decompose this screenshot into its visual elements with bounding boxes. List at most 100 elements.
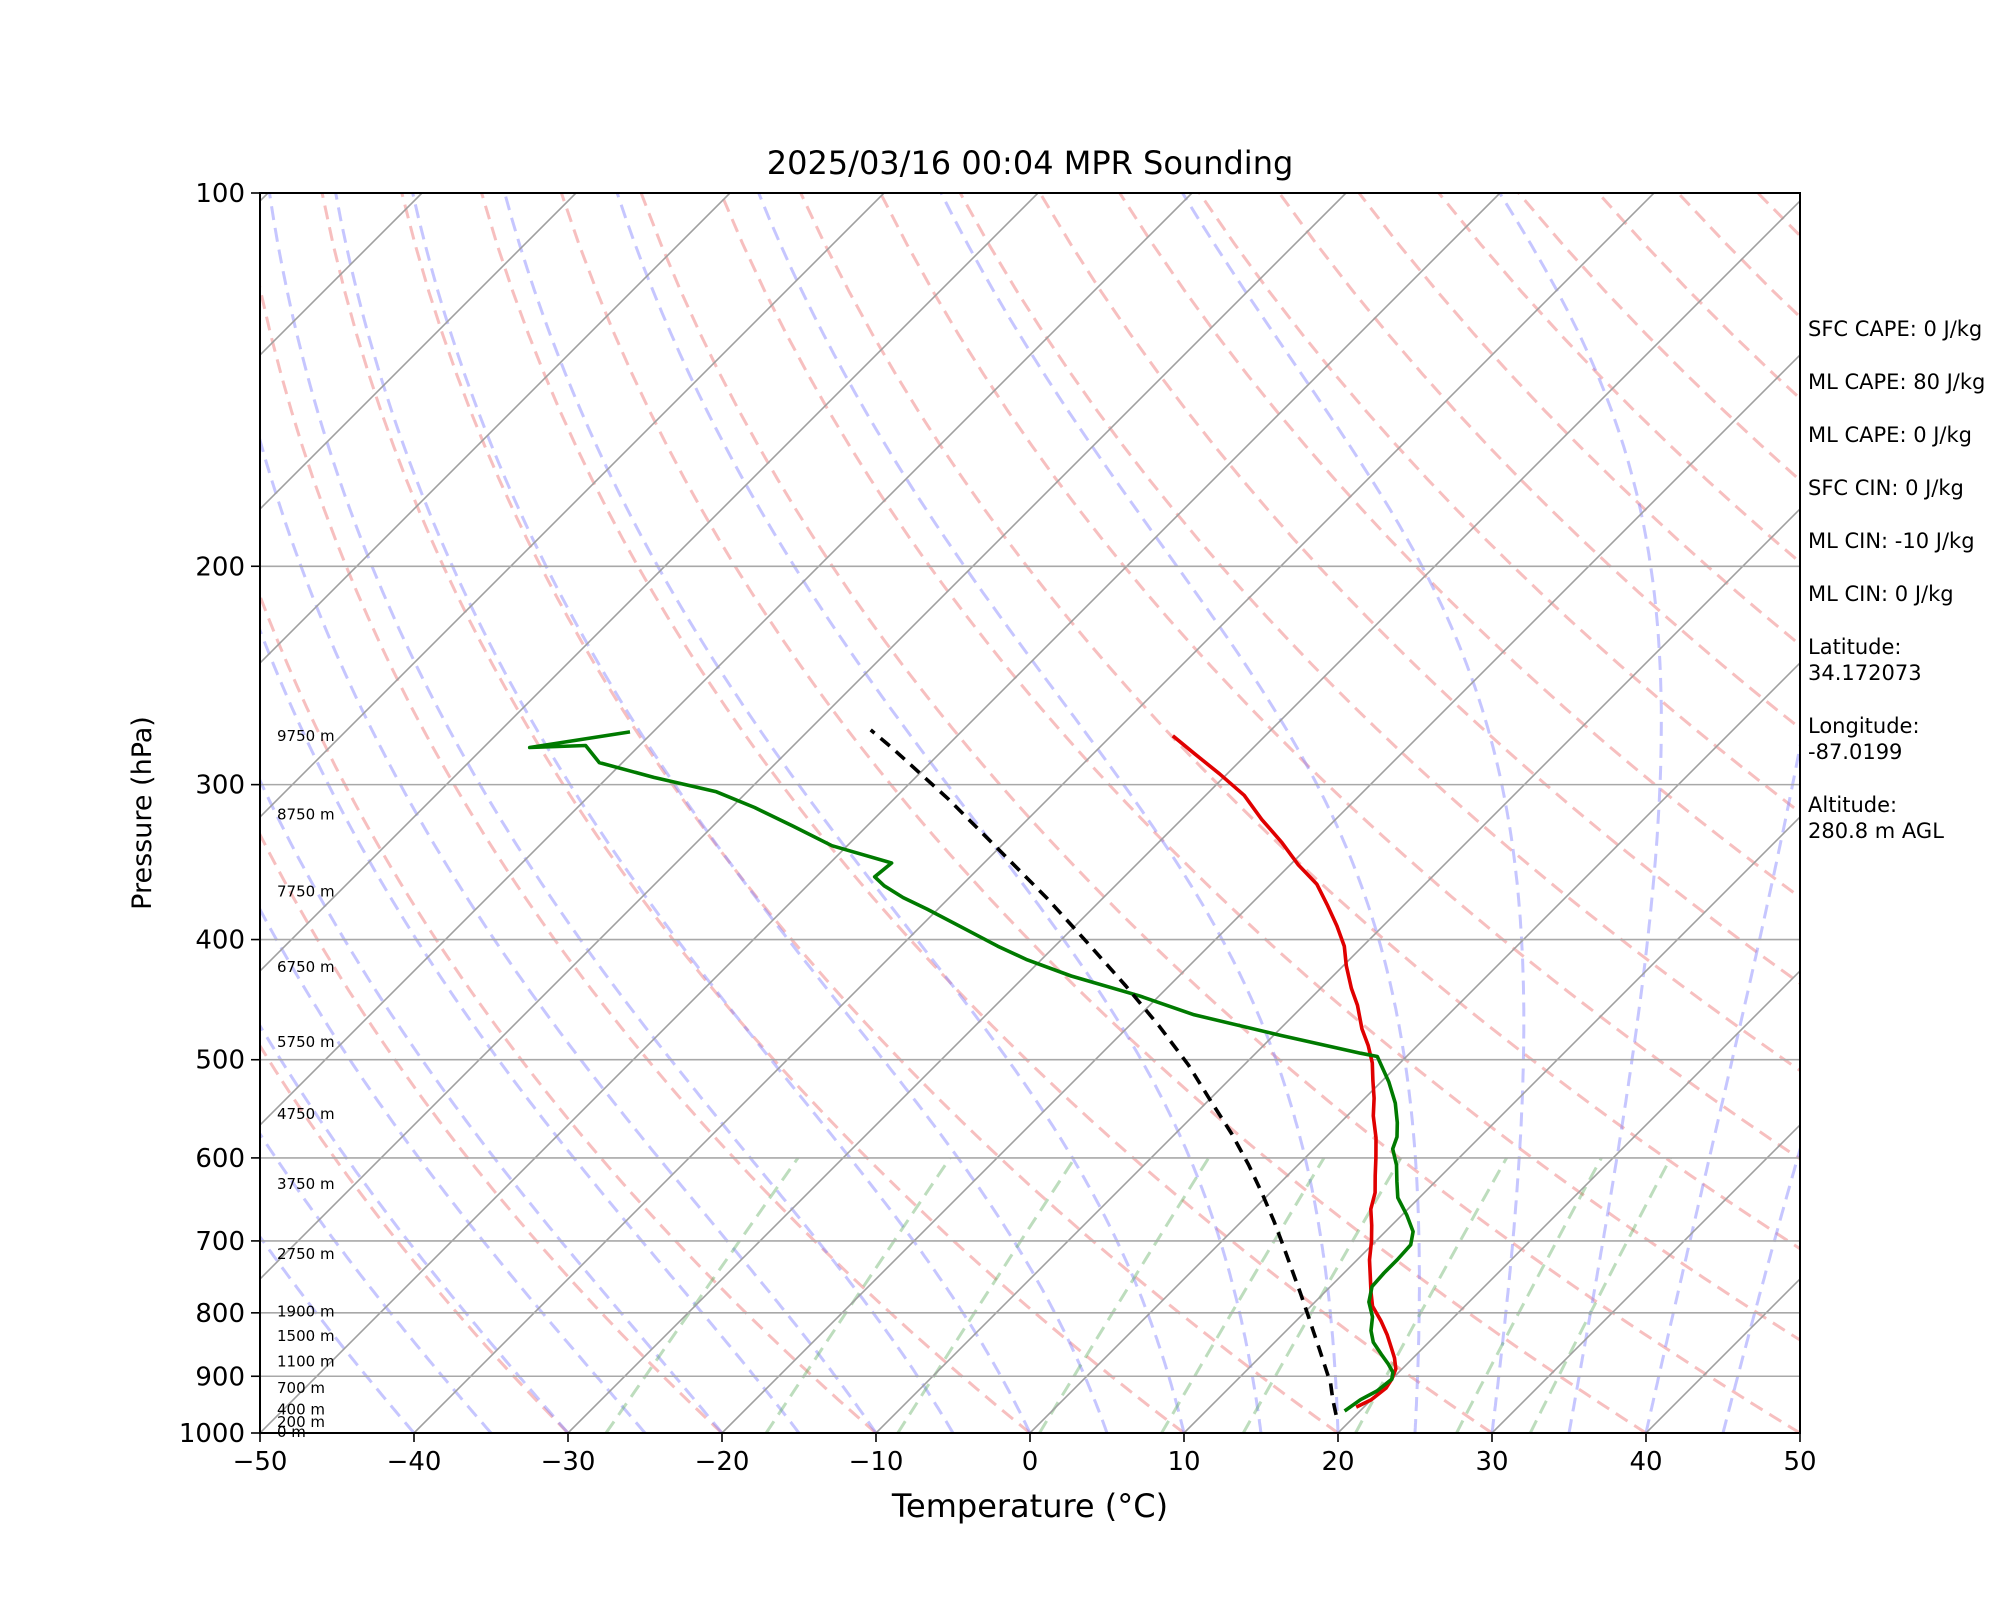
dry-adiabat bbox=[958, 193, 1800, 1073]
height-label: 3750 m bbox=[277, 1175, 335, 1193]
isotherm bbox=[875, 507, 1800, 1433]
latitude-block: Latitude: 34.172073 bbox=[1808, 634, 1985, 686]
stat-sfc-cin: SFC CIN: 0 J/kg bbox=[1808, 476, 1964, 500]
moist-adiabat bbox=[260, 1131, 493, 1433]
x-tick-label: 40 bbox=[1629, 1447, 1662, 1477]
y-tick-label: 100 bbox=[195, 179, 245, 209]
dry-adiabat bbox=[320, 193, 1185, 1433]
isotherm bbox=[1183, 815, 1800, 1433]
latitude-label: Latitude: bbox=[1808, 635, 1902, 659]
x-tick-label: −50 bbox=[233, 1447, 288, 1477]
x-axis: −50 −40 −30 −20 −10 0 10 20 30 40 50 bbox=[233, 1433, 1817, 1477]
moist-adiabat bbox=[260, 1022, 570, 1433]
isotherm bbox=[0, 193, 114, 1433]
mixing-ratio-line bbox=[604, 1157, 800, 1433]
isotherm bbox=[260, 193, 577, 511]
x-axis-label: Temperature (°C) bbox=[891, 1487, 1168, 1525]
height-label: 1100 m bbox=[277, 1353, 335, 1371]
latitude-value: 34.172073 bbox=[1808, 661, 1922, 685]
isotherm bbox=[721, 353, 1800, 1433]
y-axis-label: Pressure (hPa) bbox=[127, 716, 158, 910]
isotherm bbox=[260, 193, 731, 665]
stat-ml-cin: ML CIN: -10 J/kg bbox=[1808, 529, 1975, 553]
y-tick-label: 700 bbox=[195, 1227, 245, 1257]
moist-adiabat bbox=[260, 434, 878, 1433]
dewpoint-trace bbox=[527, 730, 1415, 1413]
dry-adiabat bbox=[879, 193, 1800, 1161]
background-reference-lines bbox=[0, 193, 1800, 1433]
plot-frame bbox=[259, 192, 1801, 1434]
isotherm bbox=[567, 199, 1800, 1433]
moist-adiabat bbox=[334, 193, 1032, 1433]
sounding-traces bbox=[527, 728, 1415, 1416]
parcel-trace bbox=[869, 728, 1338, 1416]
longitude-block: Longitude: -87.0199 bbox=[1808, 713, 1985, 765]
moist-adiabat bbox=[260, 1234, 416, 1433]
altitude-label: Altitude: bbox=[1808, 793, 1898, 817]
moist-adiabat bbox=[1721, 1144, 1800, 1433]
x-tick-label: −40 bbox=[387, 1447, 442, 1477]
dry-adiabat bbox=[639, 193, 1800, 1433]
sounding-statistics: SFC CAPE: 0 J/kg ML CAPE: 80 J/kg ML CAP… bbox=[1808, 316, 1985, 871]
moist-adiabat bbox=[503, 193, 1186, 1433]
height-label: 7750 m bbox=[277, 883, 335, 901]
y-tick-label: 300 bbox=[195, 771, 245, 801]
mixing-ratio-line bbox=[1528, 1157, 1672, 1433]
y-tick-label: 200 bbox=[195, 552, 245, 582]
x-tick-label: 30 bbox=[1475, 1447, 1508, 1477]
stat-ml-cin-2: ML CIN: 0 J/kg bbox=[1808, 582, 1954, 606]
height-label: 1900 m bbox=[277, 1302, 335, 1320]
isotherm bbox=[260, 193, 1501, 1433]
temperature-trace bbox=[1171, 734, 1398, 1409]
isotherm bbox=[1029, 661, 1800, 1433]
y-tick-label: 600 bbox=[195, 1144, 245, 1174]
moist-adiabat bbox=[1644, 739, 1800, 1433]
isotherm bbox=[260, 193, 1039, 973]
moist-adiabat bbox=[757, 193, 1340, 1433]
y-tick-label: 1000 bbox=[179, 1419, 245, 1449]
altitude-value: 280.8 m AGL bbox=[1808, 819, 1944, 843]
x-tick-label: 50 bbox=[1783, 1447, 1816, 1477]
height-label: 5750 m bbox=[277, 1033, 335, 1051]
y-tick-label: 800 bbox=[195, 1299, 245, 1329]
longitude-label: Longitude: bbox=[1808, 714, 1920, 738]
height-label: 200 m bbox=[277, 1413, 325, 1431]
height-label: 700 m bbox=[277, 1379, 325, 1397]
dry-adiabat bbox=[799, 193, 1800, 1251]
height-label: 6750 m bbox=[277, 958, 335, 976]
dry-adiabat bbox=[260, 592, 877, 1433]
isotherm bbox=[413, 193, 1655, 1433]
height-label: 0 m bbox=[277, 1423, 306, 1441]
x-tick-label: 20 bbox=[1321, 1447, 1354, 1477]
moist-adiabat bbox=[615, 193, 1263, 1433]
dry-adiabat bbox=[719, 193, 1800, 1342]
y-axis: 100 200 300 400 500 600 700 800 900 1000 bbox=[179, 179, 260, 1449]
stat-ml-cape-2: ML CAPE: 0 J/kg bbox=[1808, 423, 1973, 447]
chart-title: 2025/03/16 00:04 MPR Sounding bbox=[767, 144, 1294, 182]
isotherm bbox=[1337, 969, 1800, 1433]
isotherm bbox=[260, 193, 1347, 1281]
moist-adiabat bbox=[1181, 193, 1526, 1433]
y-tick-label: 400 bbox=[195, 926, 245, 956]
mixing-ratio-line bbox=[1455, 1157, 1603, 1433]
x-tick-label: −10 bbox=[849, 1447, 904, 1477]
height-label: 9750 m bbox=[277, 727, 335, 745]
isotherm bbox=[260, 193, 885, 819]
moist-adiabat bbox=[939, 193, 1421, 1433]
x-tick-label: 10 bbox=[1167, 1447, 1200, 1477]
dry-adiabat bbox=[260, 280, 1031, 1433]
stat-ml-cape: ML CAPE: 80 J/kg bbox=[1808, 370, 1986, 394]
dry-adiabat bbox=[260, 1043, 570, 1433]
mixing-ratio-line bbox=[1038, 1157, 1210, 1433]
pressure-gridlines bbox=[260, 193, 1800, 1433]
dry-adiabat bbox=[480, 193, 1493, 1433]
dry-adiabat bbox=[559, 193, 1647, 1433]
moist-adiabat bbox=[411, 193, 1109, 1433]
dry-adiabat bbox=[400, 193, 1339, 1433]
moist-adiabat bbox=[260, 776, 724, 1433]
y-tick-label: 500 bbox=[195, 1046, 245, 1076]
isotherm bbox=[1491, 1123, 1800, 1433]
moist-adiabat bbox=[1498, 193, 1663, 1433]
